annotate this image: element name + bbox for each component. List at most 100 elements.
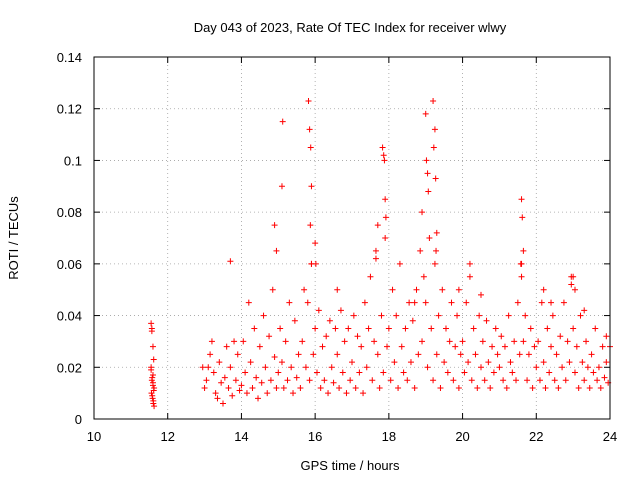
data-point	[267, 377, 274, 384]
data-point	[459, 338, 466, 345]
data-point	[478, 291, 484, 298]
data-point	[240, 338, 247, 345]
data-point	[150, 356, 157, 363]
data-point	[218, 379, 225, 386]
y-tick-label: 0	[75, 412, 82, 427]
data-point	[208, 338, 215, 345]
data-point	[245, 299, 252, 306]
data-point	[203, 377, 210, 384]
data-point	[466, 273, 473, 280]
data-point	[372, 247, 379, 254]
data-point	[328, 364, 335, 371]
data-point	[220, 400, 226, 407]
data-point	[592, 325, 599, 332]
data-point	[544, 325, 551, 332]
data-point	[374, 351, 381, 358]
x-tick-label: 12	[160, 429, 174, 444]
data-point	[513, 377, 520, 384]
x-tick-label: 22	[529, 429, 543, 444]
data-point	[271, 222, 278, 229]
data-point	[279, 118, 286, 125]
x-tick-label: 24	[603, 429, 617, 444]
data-point	[431, 260, 438, 267]
y-tick-label: 0.06	[57, 257, 82, 272]
data-point	[207, 351, 214, 358]
data-point	[275, 369, 282, 376]
data-point	[306, 377, 313, 384]
data-point	[341, 338, 348, 345]
data-point	[334, 286, 341, 293]
data-point	[312, 325, 319, 332]
data-point	[540, 286, 547, 293]
data-point	[380, 369, 387, 376]
data-point	[599, 343, 606, 350]
data-point	[337, 307, 344, 314]
data-point	[496, 364, 503, 371]
data-point	[269, 286, 276, 293]
data-point	[232, 377, 239, 384]
data-point	[466, 260, 473, 267]
data-point	[297, 384, 304, 391]
data-point	[227, 258, 234, 265]
data-point	[243, 390, 250, 397]
data-point	[439, 286, 446, 293]
data-point	[151, 403, 158, 410]
data-point	[258, 379, 265, 386]
data-point	[430, 97, 437, 104]
data-point	[360, 390, 367, 397]
data-point	[389, 286, 396, 293]
data-point	[546, 369, 553, 376]
data-point	[381, 157, 388, 164]
data-point	[354, 333, 361, 340]
x-tick-label: 20	[455, 429, 469, 444]
data-point	[419, 209, 426, 216]
data-point	[302, 364, 309, 371]
data-point	[313, 369, 320, 376]
data-point	[356, 369, 363, 376]
data-point	[586, 384, 593, 391]
data-point	[516, 351, 523, 358]
data-point	[210, 369, 217, 376]
data-point	[487, 384, 494, 391]
data-point	[535, 338, 542, 345]
data-point	[590, 369, 597, 376]
data-point	[251, 325, 258, 332]
data-point	[542, 384, 549, 391]
data-point	[441, 359, 448, 366]
data-point	[361, 299, 368, 306]
data-point	[472, 351, 479, 358]
data-point	[519, 214, 526, 221]
data-point	[454, 312, 461, 319]
data-point	[430, 144, 437, 151]
data-point	[369, 377, 376, 384]
data-point	[234, 351, 241, 358]
data-point	[149, 372, 156, 379]
data-point	[323, 333, 330, 340]
data-point	[570, 273, 577, 280]
data-point	[247, 359, 254, 366]
data-point	[395, 384, 402, 391]
data-point	[349, 359, 355, 366]
data-point	[291, 317, 298, 324]
data-point	[308, 260, 315, 267]
data-point	[227, 364, 234, 371]
data-point	[581, 377, 588, 384]
data-point	[579, 359, 586, 366]
y-tick-label: 0.08	[57, 205, 82, 220]
data-point	[500, 377, 507, 384]
data-point	[286, 299, 293, 306]
data-point	[549, 312, 556, 319]
x-tick-label: 16	[308, 429, 322, 444]
data-point	[448, 299, 455, 306]
data-point	[282, 338, 289, 345]
data-point	[522, 312, 529, 319]
data-point	[382, 196, 389, 203]
data-point	[470, 325, 477, 332]
data-point	[595, 364, 602, 371]
data-point	[533, 364, 540, 371]
data-point	[407, 359, 414, 366]
data-point	[417, 247, 424, 254]
data-point	[350, 312, 357, 319]
data-point	[301, 286, 308, 293]
